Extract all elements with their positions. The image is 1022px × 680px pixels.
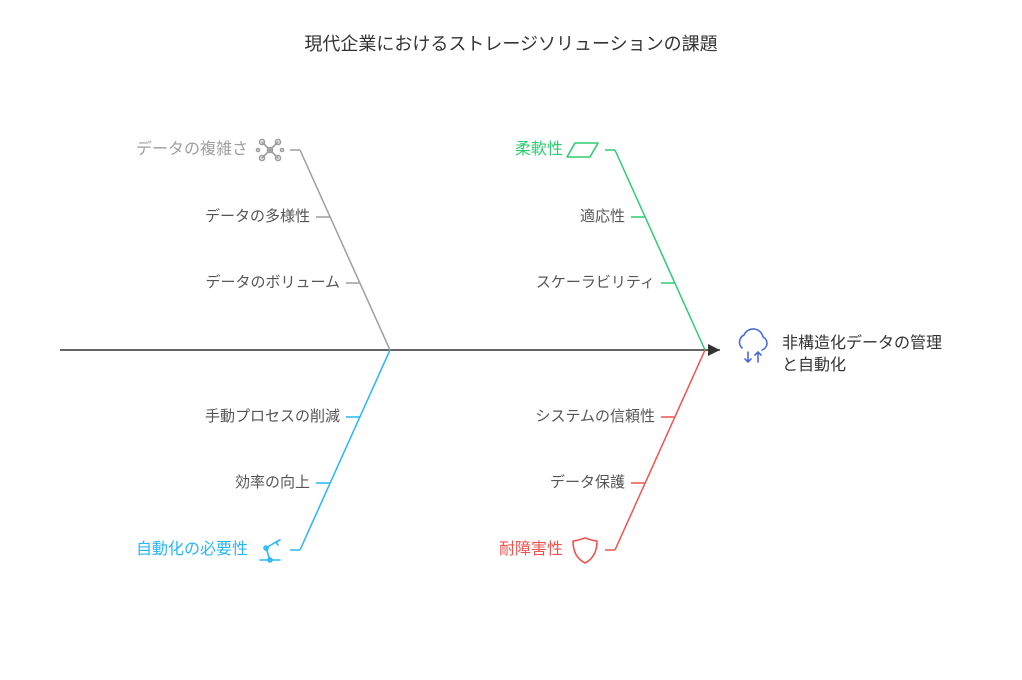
- sub-label: データ保護: [550, 473, 625, 491]
- parallelogram-icon: [567, 143, 598, 157]
- network-icon: [257, 140, 284, 161]
- cat-label-resilience: 耐障害性: [499, 540, 563, 558]
- bone-data-complexity: データの複雑さ データの多様性 データのボリューム: [136, 139, 390, 350]
- cat-label-automation: 自動化の必要性: [136, 540, 248, 558]
- sub-label: データのボリューム: [205, 273, 340, 291]
- bone-flexibility: 柔軟性 適応性 スケーラビリティ: [515, 140, 705, 350]
- fishbone-diagram: 現代企業におけるストレージソリューションの課題 非構造化データの管理 と自動化 …: [0, 0, 1022, 680]
- head-label-line1: 非構造化データの管理: [782, 333, 942, 352]
- cat-label-flexibility: 柔軟性: [515, 140, 563, 158]
- sub-label: 効率の向上: [235, 474, 310, 491]
- cat-label-data-complexity: データの複雑さ: [136, 139, 248, 158]
- robot-arm-icon: [260, 540, 280, 562]
- cloud-sync-icon: [740, 329, 767, 362]
- sub-label: データの多様性: [205, 207, 310, 225]
- sub-label: 手動プロセスの削減: [205, 408, 340, 425]
- bone-resilience: 耐障害性 システムの信頼性 データ保護: [499, 350, 705, 563]
- shield-icon: [573, 538, 597, 563]
- bone-automation: 自動化の必要性 手動プロセスの削減 効率の向上: [136, 350, 390, 562]
- sub-label: スケーラビリティ: [536, 274, 655, 291]
- diagram-title: 現代企業におけるストレージソリューションの課題: [304, 34, 717, 54]
- sub-label: 適応性: [580, 207, 625, 225]
- sub-label: システムの信頼性: [535, 408, 655, 425]
- head-label-line2: と自動化: [782, 356, 846, 374]
